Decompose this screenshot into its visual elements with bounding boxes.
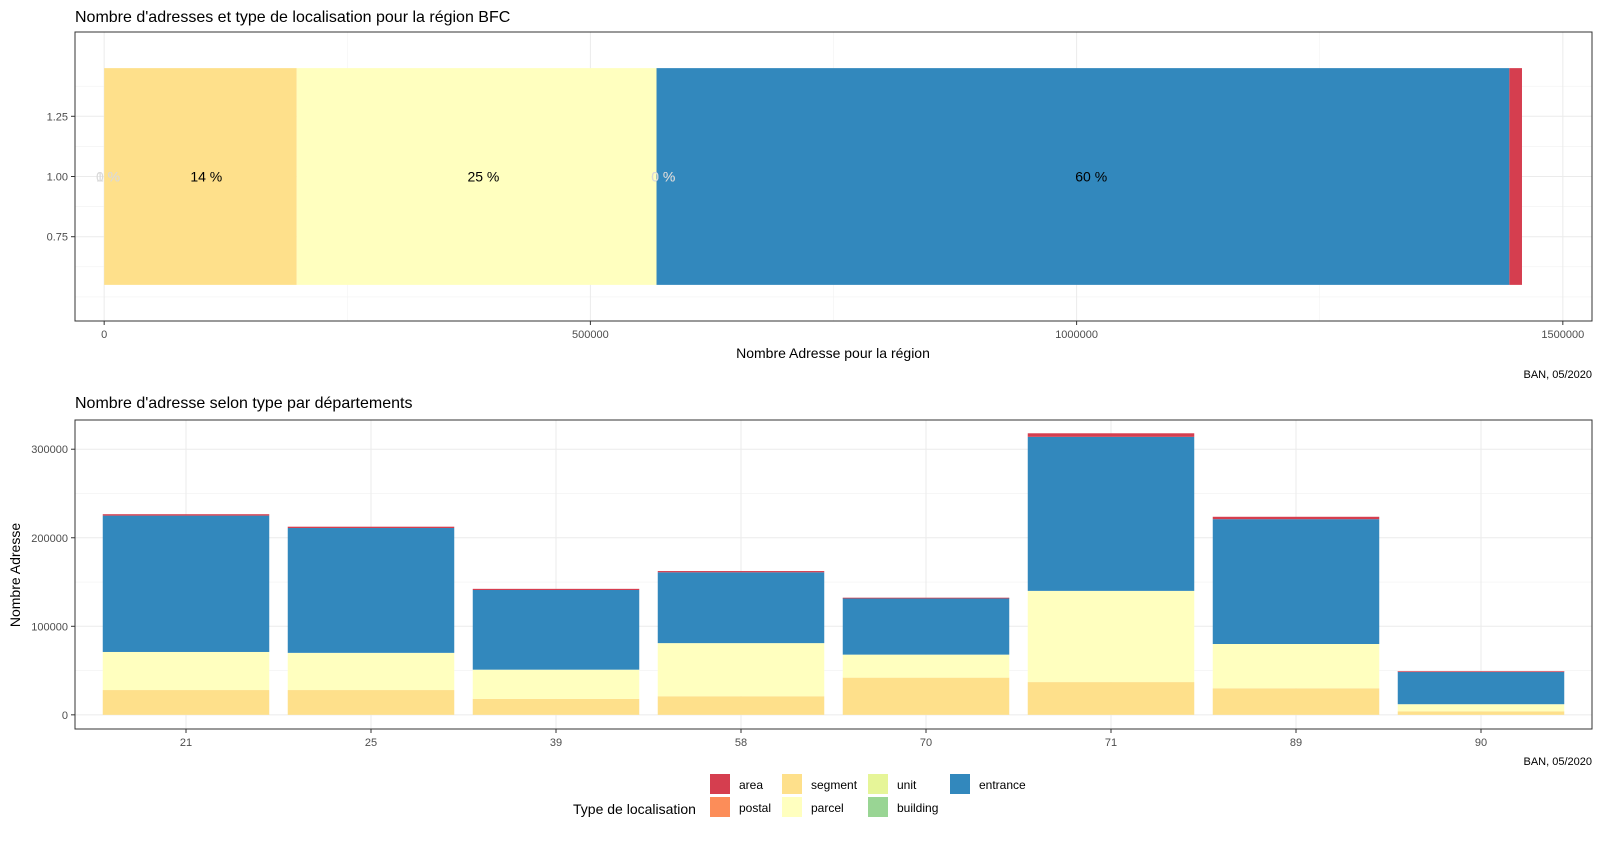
bar-39-area	[472, 588, 640, 590]
bar-25-segment	[287, 690, 455, 715]
bar-21-area	[102, 514, 270, 516]
x-tick-label: 89	[1290, 737, 1302, 749]
y-tick-label: 200000	[31, 533, 68, 545]
bar-25-parcel	[287, 652, 455, 691]
region-chart: Nombre d'adresses et type de localisatio…	[47, 9, 1593, 381]
bar-39-segment	[472, 698, 640, 715]
bar-58-area	[657, 571, 825, 573]
legend-swatch-parcel	[782, 797, 802, 817]
bar-21-entrance	[102, 515, 270, 652]
x-tick-label: 500000	[572, 329, 609, 341]
bar-segment-area	[1509, 68, 1522, 285]
bar-89-area	[1212, 516, 1380, 520]
legend-label-postal: postal	[739, 801, 771, 815]
departement-chart-bars	[102, 433, 1565, 715]
percent-label: 25 %	[467, 169, 499, 185]
legend: Type de localisation area postal segment pa…	[573, 774, 1026, 817]
departement-chart: Nombre d'adresse selon type par départem…	[7, 395, 1593, 768]
bar-70-parcel	[842, 654, 1010, 678]
bar-70-area	[842, 597, 1010, 599]
region-chart-x-axis-label: Nombre Adresse pour la région	[736, 345, 930, 361]
legend-swatch-entrance	[950, 774, 970, 794]
bar-89-parcel	[1212, 644, 1380, 689]
legend-swatch-unit	[868, 774, 888, 794]
region-chart-bars	[104, 68, 1522, 285]
bar-89-entrance	[1212, 519, 1380, 645]
bar-segment-segment	[104, 68, 297, 285]
y-tick-label: 300000	[31, 444, 68, 456]
legend-swatch-area	[710, 774, 730, 794]
x-tick-label: 58	[735, 737, 747, 749]
y-tick-label: 1.00	[47, 172, 68, 184]
bar-71-entrance	[1027, 436, 1195, 591]
y-tick-label: 100000	[31, 621, 68, 633]
percent-label: 0 %	[651, 169, 675, 185]
bar-39-entrance	[472, 589, 640, 670]
region-chart-x-ticks: 0 500000 1000000 1500000	[101, 321, 1584, 341]
bar-90-parcel	[1397, 704, 1565, 712]
percent-label: 0 %	[651, 169, 675, 185]
x-tick-label: 1500000	[1541, 329, 1584, 341]
bar-70-entrance	[842, 597, 1010, 655]
y-tick-label: 0	[62, 710, 68, 722]
departement-chart-title: Nombre d'adresse selon type par départem…	[75, 395, 412, 412]
bar-90-entrance	[1397, 671, 1565, 705]
bar-58-entrance	[657, 572, 825, 644]
bar-90-area	[1397, 671, 1565, 673]
bar-89-segment	[1212, 688, 1380, 715]
departement-chart-x-ticks: 21 25 39 58 70 71 89 90	[180, 729, 1487, 749]
bar-25-area	[287, 526, 455, 529]
departement-chart-caption: BAN, 05/2020	[1524, 756, 1593, 768]
region-chart-title: Nombre d'adresses et type de localisatio…	[75, 9, 510, 26]
y-tick-label: 0.75	[47, 232, 68, 244]
x-tick-label: 1000000	[1055, 329, 1098, 341]
legend-title: Type de localisation	[573, 801, 696, 817]
y-tick-label: 1.25	[47, 111, 68, 123]
bar-58-segment	[657, 696, 825, 715]
x-tick-label: 39	[550, 737, 562, 749]
bar-71-segment	[1027, 682, 1195, 715]
legend-label-entrance: entrance	[979, 778, 1026, 792]
legend-swatch-building	[868, 797, 888, 817]
x-tick-label: 71	[1105, 737, 1117, 749]
bar-segment-parcel	[296, 68, 657, 285]
bar-71-parcel	[1027, 590, 1195, 683]
x-tick-label: 25	[365, 737, 377, 749]
bar-21-parcel	[102, 651, 270, 691]
departement-chart-y-axis-label: Nombre Adresse	[7, 523, 23, 627]
legend-label-building: building	[897, 801, 938, 815]
departement-chart-border	[74, 419, 1593, 730]
x-tick-label: 0	[101, 329, 107, 341]
departement-chart-y-ticks: 0 100000 200000 300000	[31, 444, 75, 722]
legend-label-area: area	[739, 778, 763, 792]
legend-label-unit: unit	[897, 778, 917, 792]
legend-swatch-segment	[782, 774, 802, 794]
bar-70-segment	[842, 677, 1010, 715]
bar-39-parcel	[472, 669, 640, 699]
percent-label: 60 %	[1075, 169, 1107, 185]
region-chart-labels: 1 %0 % 14 % 25 % 0 %0 % 60 %	[96, 169, 1107, 185]
bar-71-area	[1027, 433, 1195, 437]
x-tick-label: 90	[1475, 737, 1487, 749]
legend-label-parcel: parcel	[811, 801, 844, 815]
bar-21-segment	[102, 690, 270, 715]
bar-25-entrance	[287, 528, 455, 653]
percent-label: 14 %	[190, 169, 222, 185]
bar-58-parcel	[657, 643, 825, 697]
region-chart-caption: BAN, 05/2020	[1524, 369, 1593, 381]
bar-90-segment	[1397, 711, 1565, 715]
percent-label: 1 %	[96, 169, 120, 185]
region-chart-y-ticks: 0.75 1.00 1.25	[47, 111, 75, 244]
percent-label: 0 %	[96, 169, 120, 185]
legend-items: area postal segment parcel unit building entra…	[710, 774, 1026, 817]
x-tick-label: 70	[920, 737, 932, 749]
legend-swatch-postal	[710, 797, 730, 817]
x-tick-label: 21	[180, 737, 192, 749]
legend-label-segment: segment	[811, 778, 858, 792]
bar-segment-entrance	[656, 68, 1510, 285]
